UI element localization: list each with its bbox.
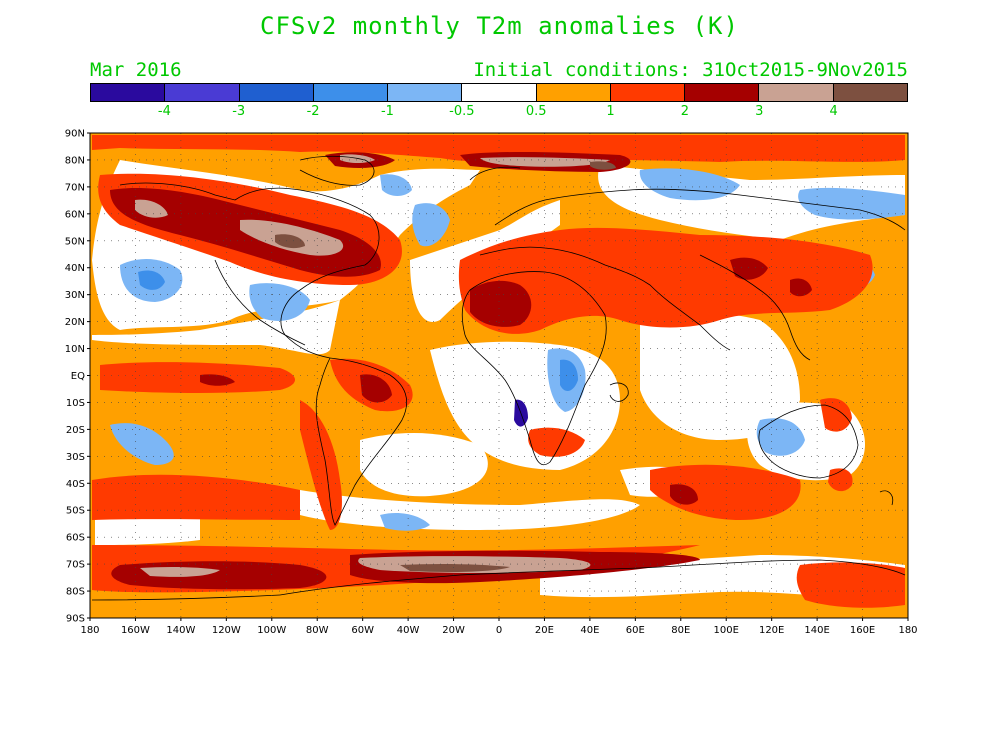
colorbar-segment bbox=[462, 84, 537, 101]
latitude-label: 40N bbox=[65, 263, 85, 274]
latitude-label: 80N bbox=[65, 155, 85, 166]
longitude-label: 100E bbox=[714, 625, 739, 636]
colorbar-segment bbox=[313, 84, 389, 101]
latitude-label: 70N bbox=[65, 182, 85, 193]
colorbar bbox=[90, 83, 908, 102]
latitude-labels: 90N 80N 70N 60N 50N 40N 30N 20N 10N EQ 10S 20S 30S 40… bbox=[65, 129, 85, 625]
colorbar-label: -1 bbox=[380, 104, 394, 119]
colorbar-label: 3 bbox=[755, 104, 764, 119]
latitude-label: 30S bbox=[66, 452, 85, 463]
colorbar-segment bbox=[685, 84, 760, 101]
longitude-label: 0 bbox=[496, 625, 502, 636]
colorbar-labels: -4 -3 -2 -1 -0.5 0.5 1 2 3 4 bbox=[90, 104, 908, 120]
latitude-label: 20N bbox=[65, 317, 85, 328]
longitude-label: 120E bbox=[759, 625, 784, 636]
colorbar-segment bbox=[91, 84, 166, 101]
colorbar-segment bbox=[759, 84, 834, 101]
longitude-label: 80W bbox=[306, 625, 329, 636]
colorbar-label: 1 bbox=[606, 104, 615, 119]
forecast-month: Mar 2016 bbox=[90, 59, 182, 81]
longitude-label: 100W bbox=[257, 625, 286, 636]
latitude-label: 10N bbox=[65, 344, 85, 355]
colorbar-label: 2 bbox=[680, 104, 690, 119]
latitude-label: 10S bbox=[66, 398, 85, 409]
colorbar-segment bbox=[536, 84, 611, 101]
colorbar-segment bbox=[165, 84, 240, 101]
latitude-label: 20S bbox=[66, 425, 85, 436]
colorbar-label: -2 bbox=[306, 104, 320, 119]
colorbar-label: -0.5 bbox=[449, 104, 475, 119]
longitude-label: 180 bbox=[80, 625, 99, 636]
longitude-label: 20W bbox=[442, 625, 465, 636]
latitude-label: 90N bbox=[65, 129, 85, 140]
map-title: CFSv2 monthly T2m anomalies (K) bbox=[260, 12, 739, 40]
latitude-label: 80S bbox=[66, 587, 85, 598]
latitude-label: 60N bbox=[65, 209, 85, 220]
initial-conditions: Initial conditions: 31Oct2015-9Nov2015 bbox=[473, 59, 908, 81]
colorbar-segment bbox=[610, 84, 686, 101]
colorbar-segment bbox=[388, 84, 463, 101]
longitude-label: 80E bbox=[671, 625, 690, 636]
latitude-label: 60S bbox=[66, 533, 85, 544]
colorbar-label: 0.5 bbox=[525, 104, 547, 119]
colorbar-label: 4 bbox=[829, 104, 838, 119]
colorbar-label: -3 bbox=[232, 104, 246, 119]
colorbar-segment bbox=[239, 84, 314, 101]
longitude-labels: 180 160W 140W 120W 100W 80W 60W 40W 20W 0 20E 40E 60… bbox=[80, 625, 917, 636]
longitude-label: 60E bbox=[626, 625, 645, 636]
longitude-label: 20E bbox=[535, 625, 554, 636]
latitude-label: EQ bbox=[71, 371, 85, 382]
latitude-label: 30N bbox=[65, 290, 85, 301]
longitude-label: 60W bbox=[351, 625, 374, 636]
colorbar-label: -4 bbox=[157, 104, 171, 119]
longitude-label: 40E bbox=[580, 625, 599, 636]
colorbar-segment bbox=[833, 84, 907, 101]
latitude-label: 40S bbox=[66, 479, 85, 490]
latitude-label: 50N bbox=[65, 236, 85, 247]
latitude-label: 70S bbox=[66, 560, 85, 571]
anomaly-field bbox=[90, 133, 908, 618]
latitude-label: 90S bbox=[66, 614, 85, 625]
longitude-label: 40W bbox=[397, 625, 420, 636]
axis-ticks bbox=[87, 132, 909, 621]
latitude-label: 50S bbox=[66, 506, 85, 517]
coastlines bbox=[91, 155, 906, 601]
longitude-label: 140E bbox=[804, 625, 829, 636]
longitude-label: 160E bbox=[850, 625, 875, 636]
longitude-label: 160W bbox=[121, 625, 150, 636]
longitude-label: 120W bbox=[212, 625, 241, 636]
longitude-label: 180 bbox=[898, 625, 917, 636]
longitude-label: 140W bbox=[166, 625, 195, 636]
